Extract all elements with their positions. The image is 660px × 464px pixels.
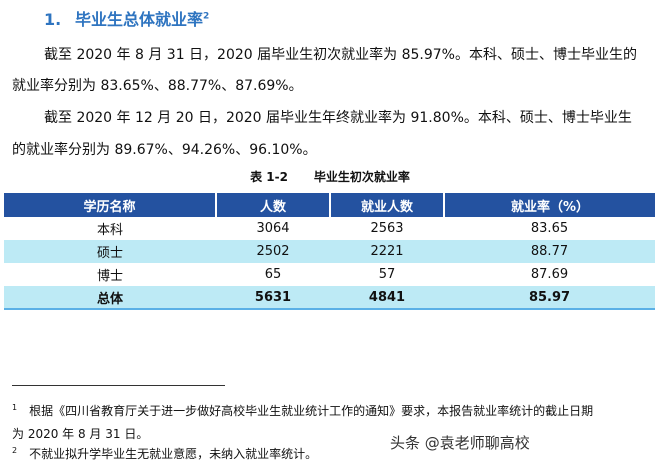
- paragraph-line: 截至 2020 年 12 月 20 日，2020 届毕业生年终就业率为 91.8…: [44, 110, 632, 126]
- section-heading: 1. 毕业生总体就业率2: [44, 10, 210, 29]
- table-row: 本科 3064 2563 83.65: [96, 221, 569, 238]
- employment-rate-table: 学历名称 人数 就业人数 就业率（%） 本科 3064 2563 83.65 硕士 25…: [4, 193, 655, 310]
- table-total-row: 总体 5631 4841 85.97: [4, 286, 655, 310]
- column-header: 学历名称: [4, 193, 216, 217]
- paragraph-line: 就业率分别为 83.65%、88.77%、87.69%。: [12, 78, 303, 94]
- watermark: 头条 @袁老师聊高校: [390, 434, 530, 452]
- table-row: 硕士 2502 2221 88.77: [4, 240, 655, 263]
- footnote-2: 2 不就业拟升学毕业生无就业意愿，未纳入就业率统计。: [12, 446, 318, 461]
- section-title: 毕业生总体就业率: [75, 10, 204, 29]
- footnote-ref: 2: [203, 11, 210, 22]
- table-caption: 表 1-2 毕业生初次就业率: [250, 170, 410, 184]
- footnote-divider: [12, 385, 225, 386]
- column-header: 就业率（%）: [443, 193, 655, 217]
- column-header: 就业人数: [329, 193, 444, 217]
- footnote-1-cont: 为 2020 年 8 月 31 日。: [12, 427, 149, 441]
- column-header: 人数: [215, 193, 330, 217]
- paragraph-line: 的就业率分别为 89.67%、94.26%、96.10%。: [12, 142, 317, 158]
- table-row: 博士 65 57 87.69: [96, 267, 569, 284]
- footnote-1: 1 根据《四川省教育厅关于进一步做好高校毕业生就业统计工作的通知》要求，本报告就业…: [12, 403, 594, 418]
- paragraph-line: 截至 2020 年 8 月 31 日，2020 届毕业生初次就业率为 85.97…: [44, 47, 637, 63]
